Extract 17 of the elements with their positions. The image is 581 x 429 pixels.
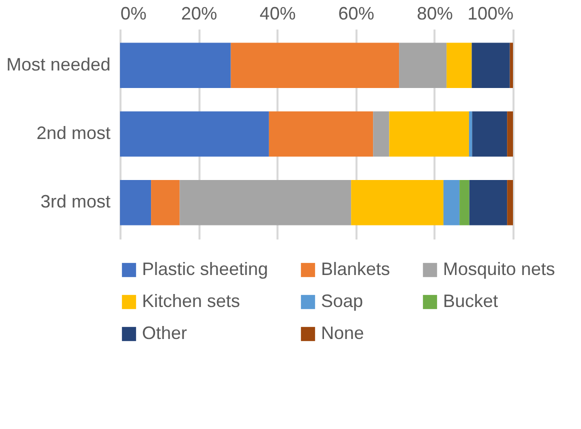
x-tick-label: 40% <box>260 4 296 24</box>
legend-label: None <box>321 323 364 343</box>
legend-label: Bucket <box>443 291 498 311</box>
legend-label: Mosquito nets <box>443 259 556 279</box>
x-tick-label: 80% <box>416 4 453 24</box>
x-tick-label: 20% <box>181 4 218 24</box>
y-tick-label: 3rd most <box>40 192 110 212</box>
y-tick-label: Most needed <box>6 54 110 74</box>
legend-label: Soap <box>321 291 364 311</box>
x-tick-label: 0% <box>120 4 147 24</box>
legend-label: Plastic sheeting <box>142 259 268 279</box>
x-tick-label: 100% <box>467 4 514 24</box>
legend-label: Kitchen sets <box>142 291 240 311</box>
x-tick-label: 60% <box>338 4 374 24</box>
legend-label: Blankets <box>321 259 390 279</box>
legend-label: Other <box>142 323 188 343</box>
y-tick-label: 2nd most <box>36 123 110 143</box>
